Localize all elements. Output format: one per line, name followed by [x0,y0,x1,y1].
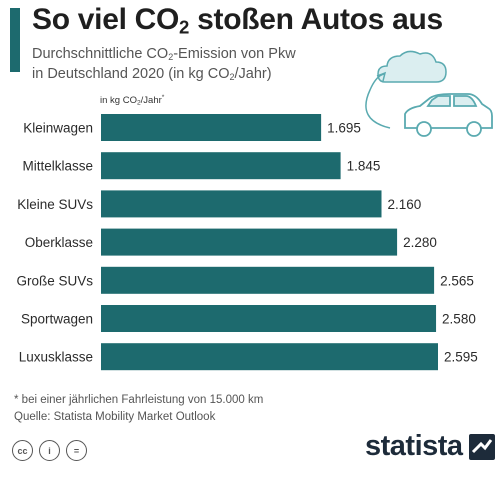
exhaust-arrow-icon [365,73,391,129]
category-label: Mittelklasse [22,159,93,174]
bar-chart: Kleinwagen 1.695 Mittelklasse 1.845 Kleine S… [16,114,478,371]
category-label: Luxusklasse [19,350,93,365]
brand-name: statista [365,430,463,462]
value-label: 2.595 [444,350,478,365]
no-derivatives-icon[interactable]: = [66,440,87,461]
chart-title: So viel CO2 stoßen Autos aus [32,3,443,38]
value-label: 1.695 [327,121,361,136]
bar [101,114,322,141]
statista-logo[interactable]: statista [365,430,495,463]
unit-label: in kg CO2/Jahr* [100,93,165,107]
bar [101,228,398,256]
category-label: Große SUVs [16,273,93,288]
bar [101,343,438,371]
chart-subtitle: Durchschnittliche CO2-Emission von Pkw i… [32,46,296,83]
creative-commons-icon[interactable]: cc [12,440,33,461]
bar [101,152,341,180]
value-label: 1.845 [347,159,381,174]
value-label: 2.160 [388,197,422,212]
category-label: Sportwagen [21,312,93,327]
car-cloud-illustration [365,50,493,137]
attribution-icon[interactable]: i [39,440,60,461]
category-label: Oberklasse [25,235,93,250]
footnote-text: * bei einer jährlichen Fahrleistung von … [14,394,264,406]
statista-logo-icon [468,433,495,460]
bar [101,305,437,332]
category-label: Kleine SUVs [17,197,93,212]
bar [101,266,435,294]
source-text: Quelle: Statista Mobility Market Outlook [14,411,216,423]
value-label: 2.580 [442,312,476,327]
license-icons: cc i = [12,440,87,461]
title-accent-bar [10,8,20,72]
footnote: * bei einer jährlichen Fahrleistung von … [14,392,263,426]
value-label: 2.565 [440,273,474,288]
bar [101,190,382,218]
cloud-icon [377,50,447,83]
category-label: Kleinwagen [23,121,93,136]
car-icon [404,93,493,137]
value-label: 2.280 [403,235,437,250]
